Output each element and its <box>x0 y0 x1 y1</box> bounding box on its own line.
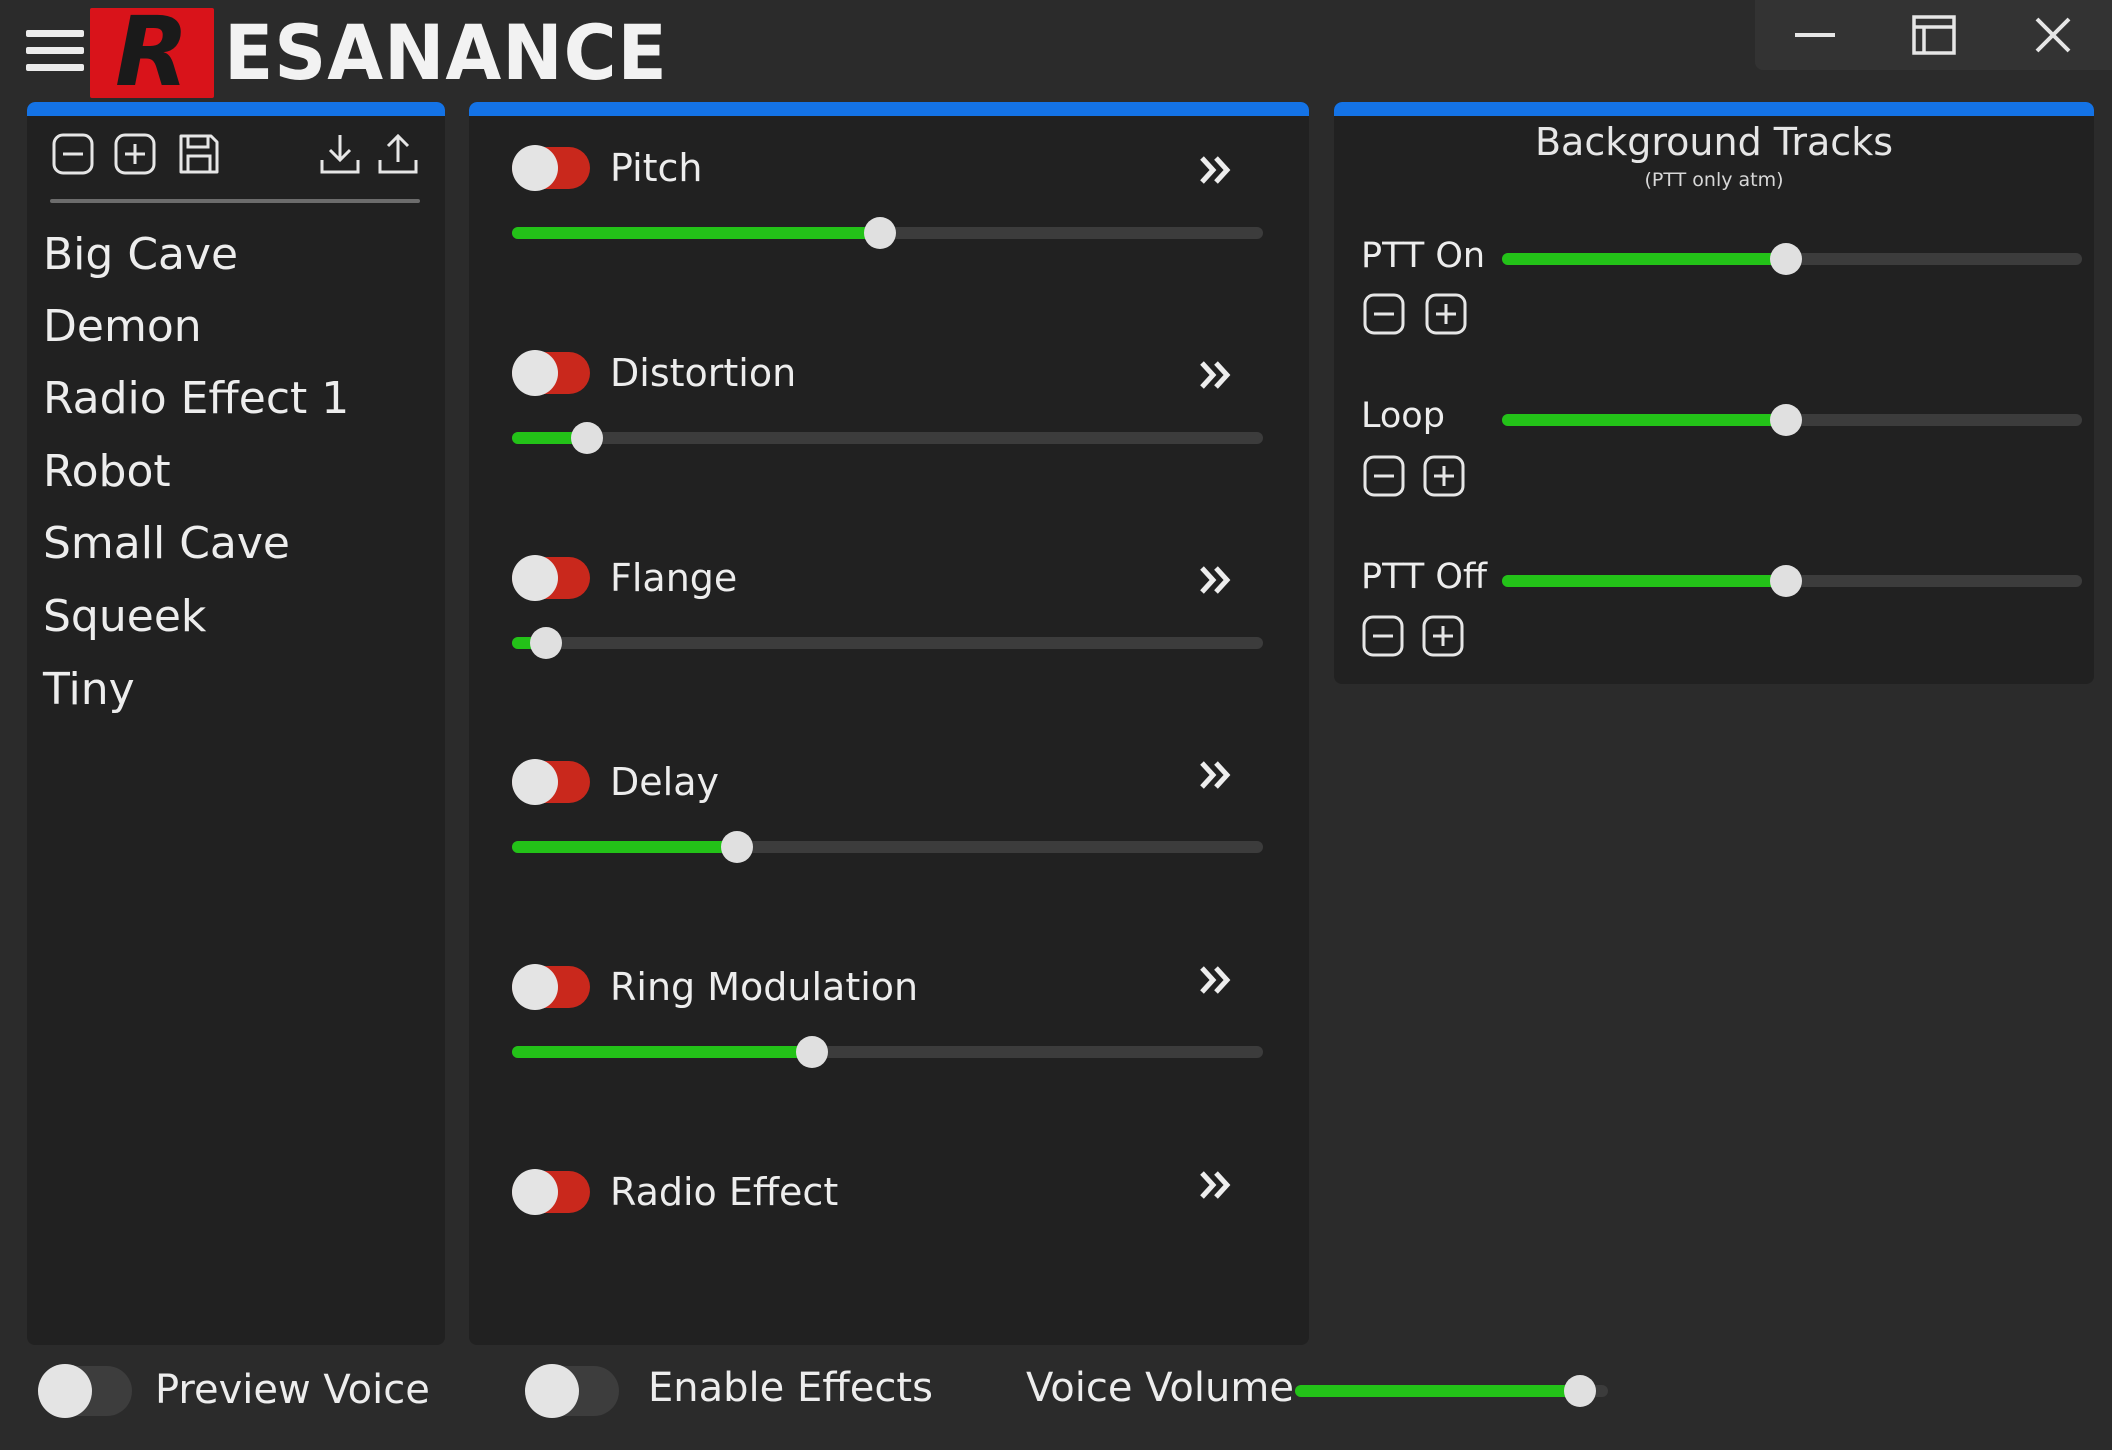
chevron-double-right-icon[interactable] <box>1196 755 1236 795</box>
pitch-toggle[interactable] <box>512 145 590 191</box>
minimize-icon[interactable] <box>1755 0 1874 70</box>
background-tracks-title: Background Tracks <box>1534 120 1893 164</box>
logo-mark: R <box>90 2 214 102</box>
ring-modulation-slider[interactable] <box>512 1036 1263 1068</box>
download-icon[interactable] <box>318 132 362 176</box>
ptt-off-minus-icon[interactable] <box>1361 614 1405 658</box>
ring-modulation-toggle[interactable] <box>512 964 590 1010</box>
effects-panel <box>469 102 1309 1345</box>
logo-text: ESANANCE <box>224 8 668 97</box>
toolbar-divider <box>50 199 420 203</box>
ptt-on-slider[interactable] <box>1502 243 2082 275</box>
preview-voice-label: Preview Voice <box>155 1367 430 1413</box>
preset-item[interactable]: Radio Effect 1 <box>43 373 350 424</box>
chevron-double-right-icon[interactable] <box>1196 960 1236 1000</box>
enable-effects-label: Enable Effects <box>648 1365 933 1411</box>
menu-icon[interactable] <box>26 26 84 76</box>
chevron-double-right-icon[interactable] <box>1196 150 1236 190</box>
effect-label-delay: Delay <box>610 760 719 804</box>
preview-voice-toggle[interactable] <box>38 1364 132 1418</box>
app-logo: R ESANANCE <box>90 2 691 102</box>
chevron-double-right-icon[interactable] <box>1196 1165 1236 1205</box>
background-tracks-panel <box>1334 102 2094 684</box>
ptt-off-slider[interactable] <box>1502 565 2082 597</box>
ptt-on-minus-icon[interactable] <box>1362 292 1406 336</box>
effect-label-distortion: Distortion <box>610 351 797 395</box>
distortion-slider[interactable] <box>512 422 1263 454</box>
distortion-toggle[interactable] <box>512 350 590 396</box>
flange-slider[interactable] <box>512 627 1263 659</box>
close-icon[interactable] <box>1993 0 2112 70</box>
track-label-loop: Loop <box>1361 396 1445 436</box>
remove-preset-icon[interactable] <box>51 132 95 176</box>
panel-accent-bar <box>1334 102 2094 116</box>
chevron-double-right-icon[interactable] <box>1196 560 1236 600</box>
preset-item[interactable]: Big Cave <box>43 229 239 280</box>
loop-slider[interactable] <box>1502 404 2082 436</box>
panel-accent-bar <box>469 102 1309 116</box>
ptt-on-plus-icon[interactable] <box>1424 292 1468 336</box>
pitch-slider[interactable] <box>512 217 1263 249</box>
effect-label-pitch: Pitch <box>610 146 703 190</box>
effect-label-radio-effect: Radio Effect <box>610 1170 839 1214</box>
loop-minus-icon[interactable] <box>1362 454 1406 498</box>
flange-toggle[interactable] <box>512 555 590 601</box>
add-preset-icon[interactable] <box>113 132 157 176</box>
window-controls <box>1755 0 2112 70</box>
track-label-ptt-on: PTT On <box>1361 236 1486 276</box>
effect-label-flange: Flange <box>610 556 738 600</box>
preset-item[interactable]: Demon <box>43 301 202 352</box>
loop-plus-icon[interactable] <box>1422 454 1466 498</box>
enable-effects-toggle[interactable] <box>525 1364 619 1418</box>
delay-toggle[interactable] <box>512 759 590 805</box>
upload-icon[interactable] <box>376 132 420 176</box>
voice-volume-slider[interactable] <box>1295 1375 1608 1407</box>
ptt-off-plus-icon[interactable] <box>1421 614 1465 658</box>
chevron-double-right-icon[interactable] <box>1196 355 1236 395</box>
panel-accent-bar <box>27 102 445 116</box>
voice-volume-label: Voice Volume <box>1026 1365 1294 1411</box>
effect-label-ring-modulation: Ring Modulation <box>610 965 919 1009</box>
preset-item[interactable]: Small Cave <box>43 518 290 569</box>
track-label-ptt-off: PTT Off <box>1361 557 1488 597</box>
presets-panel <box>27 102 445 1345</box>
save-icon[interactable] <box>177 132 221 176</box>
preset-item[interactable]: Squeek <box>43 591 207 642</box>
background-tracks-subtitle: (PTT only atm) <box>1644 169 1784 191</box>
delay-slider[interactable] <box>512 831 1263 863</box>
maximize-icon[interactable] <box>1874 0 1993 70</box>
radio-effect-toggle[interactable] <box>512 1169 590 1215</box>
preset-item[interactable]: Tiny <box>43 664 135 715</box>
preset-item[interactable]: Robot <box>43 446 171 497</box>
